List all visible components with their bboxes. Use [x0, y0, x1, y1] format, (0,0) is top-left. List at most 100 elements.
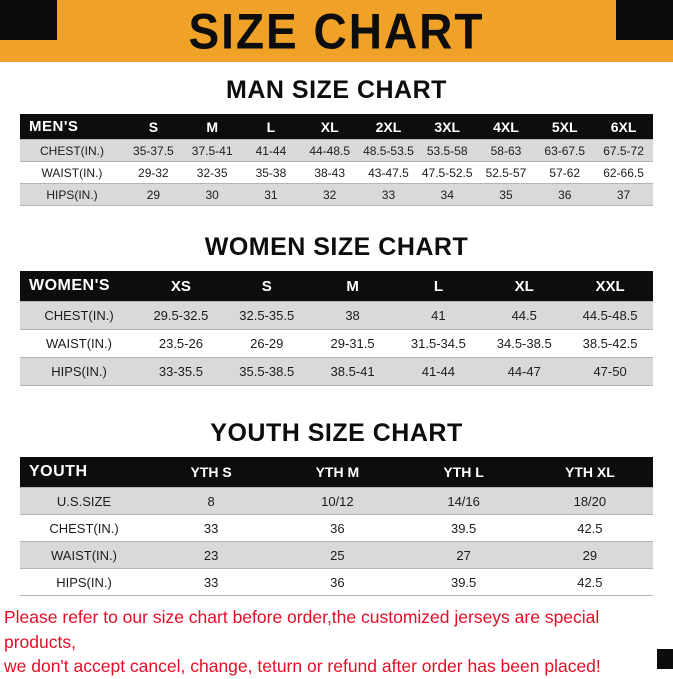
page-title: SIZE CHART [188, 2, 485, 60]
size-value-cell: 39.5 [400, 568, 527, 596]
table-row: CHEST(IN.) 29.5-32.5 32.5-35.5 38 41 44.5 44.5… [20, 301, 653, 330]
table-title-cell: MEN'S [20, 114, 124, 140]
table-header-row: YOUTH YTH S YTH M YTH L YTH XL [20, 457, 653, 488]
size-value-cell: 52.5-57 [476, 161, 536, 184]
size-column-header: XL [481, 271, 568, 302]
youth-size-table: YOUTH YTH S YTH M YTH L YTH XL U.S.SIZE 8 10/12… [20, 457, 653, 596]
size-value-cell: 47.5-52.5 [417, 161, 477, 184]
size-value-cell: 63-67.5 [535, 139, 595, 162]
size-column-header: S [124, 114, 183, 140]
size-column-header: 6XL [594, 114, 653, 140]
size-value-cell: 36 [535, 183, 595, 206]
size-value-cell: 38.5-41 [309, 357, 396, 386]
size-value-cell: 44.5 [481, 301, 568, 330]
size-column-header: L [241, 114, 301, 140]
section-heading-women: WOMEN SIZE CHART [204, 233, 469, 261]
size-value-cell: 8 [148, 487, 275, 515]
table-row: HIPS(IN.) 33-35.5 35.5-38.5 38.5-41 41-44 44-… [20, 357, 653, 386]
size-value-cell: 41-44 [395, 357, 482, 386]
size-value-cell: 38.5-42.5 [567, 329, 653, 358]
size-value-cell: 23.5-26 [138, 329, 224, 358]
size-value-cell: 33-35.5 [138, 357, 224, 386]
table-row: CHEST(IN.) 33 36 39.5 42.5 [20, 514, 653, 542]
table-row: U.S.SIZE 8 10/12 14/16 18/20 [20, 487, 653, 515]
size-value-cell: 42.5 [526, 514, 653, 542]
size-value-cell: 29 [526, 541, 653, 569]
size-column-header: 2XL [359, 114, 418, 140]
size-value-cell: 30 [182, 183, 242, 206]
row-label: WAIST(IN.) [20, 161, 124, 184]
size-value-cell: 27 [400, 541, 527, 569]
corner-decoration-top-left [0, 0, 57, 40]
women-size-table: WOMEN'S XS S M L XL XXL CHEST(IN.) 29.5-32.5 32.5… [20, 271, 653, 386]
size-column-header: XS [138, 271, 224, 302]
size-value-cell: 41-44 [241, 139, 301, 162]
size-value-cell: 35.5-38.5 [223, 357, 310, 386]
size-value-cell: 53.5-58 [417, 139, 477, 162]
size-column-header: XL [300, 114, 360, 140]
size-value-cell: 58-63 [476, 139, 536, 162]
corner-decoration-top-right [616, 0, 673, 40]
table-header-row: MEN'S S M L XL 2XL 3XL 4XL 5XL 6XL [20, 114, 653, 140]
size-value-cell: 47-50 [567, 357, 653, 386]
size-value-cell: 67.5-72 [594, 139, 653, 162]
size-value-cell: 26-29 [223, 329, 310, 358]
size-value-cell: 37 [594, 183, 653, 206]
footer-disclaimer: Please refer to our size chart before or… [0, 605, 673, 679]
size-value-cell: 42.5 [526, 568, 653, 596]
table-row: HIPS(IN.) 33 36 39.5 42.5 [20, 568, 653, 596]
footer-disclaimer-line1: Please refer to our size chart before or… [4, 607, 600, 652]
size-column-header: 4XL [476, 114, 536, 140]
title-banner: SIZE CHART [0, 0, 673, 62]
size-column-header: YTH S [148, 457, 275, 488]
size-value-cell: 38-43 [300, 161, 360, 184]
section-heading-men: MAN SIZE CHART [226, 76, 447, 104]
size-column-header: YTH XL [526, 457, 653, 488]
size-column-header: M [309, 271, 396, 302]
size-value-cell: 34 [417, 183, 477, 206]
table-title-cell: WOMEN'S [20, 271, 138, 302]
size-value-cell: 29-31.5 [309, 329, 396, 358]
size-column-header: L [395, 271, 482, 302]
size-value-cell: 33 [148, 568, 275, 596]
size-column-header: XXL [567, 271, 653, 302]
table-title-cell: YOUTH [20, 457, 148, 488]
table-row: CHEST(IN.) 35-37.5 37.5-41 41-44 44-48.5 48.5… [20, 139, 653, 162]
men-size-table: MEN'S S M L XL 2XL 3XL 4XL 5XL 6XL CHEST(IN.) 35-37… [20, 114, 653, 206]
row-label: WAIST(IN.) [20, 329, 138, 358]
size-value-cell: 48.5-53.5 [359, 139, 418, 162]
size-column-header: S [223, 271, 310, 302]
size-value-cell: 29 [124, 183, 183, 206]
row-label: CHEST(IN.) [20, 139, 124, 162]
table-row: WAIST(IN.) 29-32 32-35 35-38 38-43 43-47.5 47.… [20, 161, 653, 184]
size-column-header: 5XL [535, 114, 595, 140]
size-column-header: 3XL [417, 114, 477, 140]
size-value-cell: 32-35 [182, 161, 242, 184]
row-label: U.S.SIZE [20, 487, 148, 515]
size-value-cell: 35 [476, 183, 536, 206]
size-value-cell: 29-32 [124, 161, 183, 184]
size-value-cell: 38 [309, 301, 396, 330]
size-value-cell: 44-48.5 [300, 139, 360, 162]
size-value-cell: 33 [359, 183, 418, 206]
section-heading-youth: YOUTH SIZE CHART [210, 419, 463, 447]
size-value-cell: 31.5-34.5 [395, 329, 482, 358]
size-value-cell: 14/16 [400, 487, 527, 515]
size-value-cell: 18/20 [526, 487, 653, 515]
size-column-header: YTH M [274, 457, 401, 488]
size-column-header: M [182, 114, 242, 140]
row-label: HIPS(IN.) [20, 357, 138, 386]
size-value-cell: 41 [395, 301, 482, 330]
table-row: WAIST(IN.) 23.5-26 26-29 29-31.5 31.5-34.5 34… [20, 329, 653, 358]
size-column-header: YTH L [400, 457, 527, 488]
size-value-cell: 43-47.5 [359, 161, 418, 184]
size-value-cell: 10/12 [274, 487, 401, 515]
size-value-cell: 29.5-32.5 [138, 301, 224, 330]
size-value-cell: 44-47 [481, 357, 568, 386]
size-value-cell: 25 [274, 541, 401, 569]
row-label: CHEST(IN.) [20, 301, 138, 330]
size-value-cell: 36 [274, 514, 401, 542]
table-row: HIPS(IN.) 29 30 31 32 33 34 35 36 37 [20, 183, 653, 206]
size-value-cell: 62-66.5 [594, 161, 653, 184]
row-label: HIPS(IN.) [20, 183, 124, 206]
